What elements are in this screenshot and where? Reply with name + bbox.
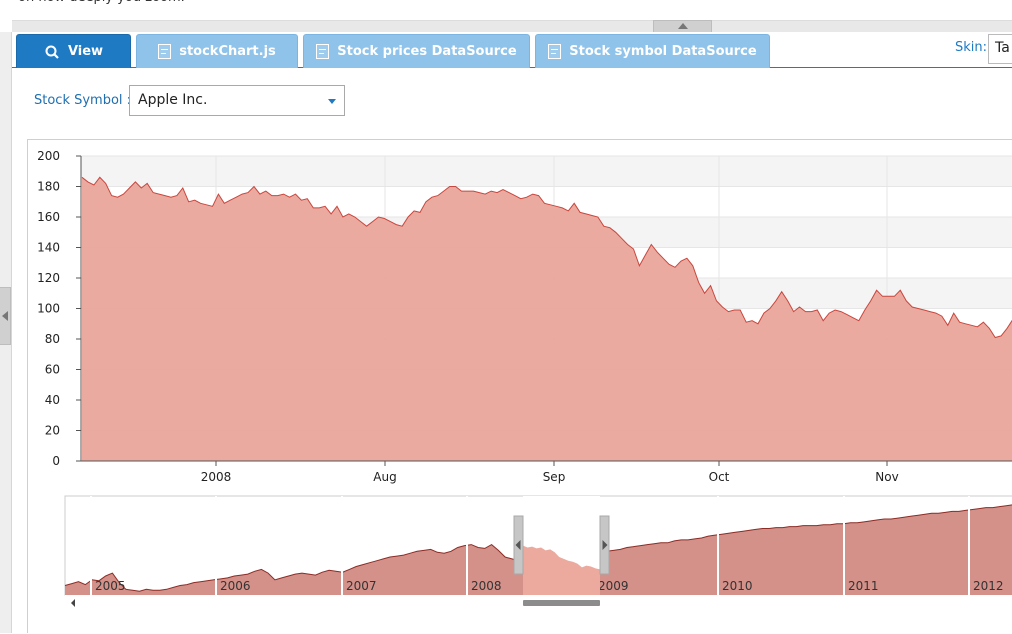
tab-stock-prices-datasource[interactable]: Stock prices DataSource (303, 34, 530, 68)
skin-label: Skin: (955, 40, 988, 55)
tab-strip: View stockChart.js Stock prices DataSour… (12, 32, 1012, 68)
stock-chart[interactable]: 0 20 40 60 80 100 120 140 160 180 200 2008 Aug Sep Oct… (27, 139, 1012, 633)
x-tick-label: Nov (875, 470, 898, 484)
y-tick-label: 160 (37, 210, 60, 224)
price-line (81, 176, 1012, 339)
y-tick-label: 0 (52, 454, 60, 468)
chart-canvas[interactable]: 0 20 40 60 80 100 120 140 160 180 200 2008 Aug Sep Oct… (28, 140, 1012, 634)
tab-label: Stock prices DataSource (337, 44, 517, 59)
stock-symbol-value: Apple Inc. (138, 92, 208, 108)
navigator-area (65, 504, 1012, 595)
navigator-year-label: 2008 (471, 579, 502, 593)
navigator-year-label: 2009 (598, 579, 629, 593)
tab-label: Stock symbol DataSource (569, 44, 757, 59)
y-tick-label: 120 (37, 271, 60, 285)
chevron-right-icon (602, 540, 608, 550)
x-tick-label: Sep (543, 470, 566, 484)
intro-text: on how deeply you zoom. (18, 0, 185, 10)
y-tick-label: 40 (45, 393, 60, 407)
navigator-window-area (523, 545, 600, 595)
navigator-year-label: 2005 (95, 579, 126, 593)
x-tick-label: 2008 (201, 470, 232, 484)
chevron-left-icon (515, 540, 521, 550)
navigator-year-label: 2007 (346, 579, 377, 593)
scroll-left-icon[interactable] (71, 599, 75, 607)
collapse-left-handle[interactable] (0, 287, 11, 345)
stock-symbol-select[interactable]: Apple Inc. (129, 85, 345, 116)
navigator-year-label: 2010 (722, 579, 753, 593)
navigator-scrollbar-thumb[interactable] (523, 600, 600, 606)
price-area (82, 177, 1012, 461)
skin-select[interactable]: Ta (988, 34, 1012, 64)
chevron-down-icon (328, 99, 336, 104)
y-tick-label: 80 (45, 332, 60, 346)
y-tick-label: 100 (37, 302, 60, 316)
y-tick-label: 140 (37, 241, 60, 255)
left-splitter-rail (0, 32, 12, 633)
tab-stockchart-js[interactable]: stockChart.js (136, 34, 298, 68)
collapse-top-handle[interactable] (653, 20, 712, 32)
chevron-left-icon (2, 311, 8, 321)
top-splitter-bar (12, 20, 1012, 32)
tab-label: View (67, 44, 104, 59)
document-icon (158, 44, 172, 59)
chevron-up-icon (678, 23, 688, 29)
navigator-year-label: 2012 (973, 579, 1004, 593)
tab-label: stockChart.js (179, 44, 276, 59)
search-icon (45, 45, 59, 59)
y-tick-label: 180 (37, 180, 60, 194)
navigator-year-label: 2006 (220, 579, 251, 593)
navigator-year-label: 2011 (848, 579, 879, 593)
document-icon (316, 44, 330, 59)
document-icon (548, 44, 562, 59)
tab-stock-symbol-datasource[interactable]: Stock symbol DataSource (535, 34, 770, 68)
y-tick-label: 200 (37, 149, 60, 163)
stock-symbol-label: Stock Symbol : (34, 93, 132, 108)
y-tick-label: 60 (45, 363, 60, 377)
x-tick-label: Oct (709, 470, 730, 484)
tab-view[interactable]: View (16, 34, 131, 68)
x-tick-label: Aug (373, 470, 396, 484)
grid-band (81, 156, 1012, 187)
y-tick-label: 20 (45, 424, 60, 438)
